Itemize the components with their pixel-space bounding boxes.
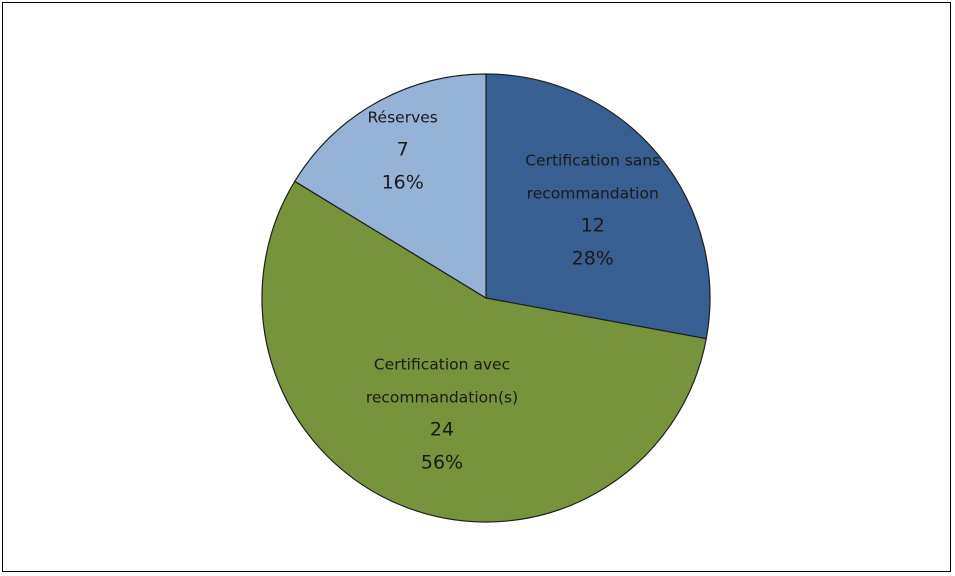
pie-labels: Certification sansrecommandation1228%Cer…: [366, 109, 660, 474]
pie-slices: [261, 73, 711, 523]
pie-slice-0: [485, 73, 711, 340]
slice-2-name-0: Réserves: [367, 109, 437, 127]
slice-1-percent: 56%: [421, 452, 463, 474]
pie-slice-1: [261, 180, 707, 523]
slice-2-percent: 16%: [382, 172, 424, 194]
slice-1-value: 24: [430, 419, 454, 441]
slice-0-percent: 28%: [572, 248, 614, 270]
slice-1-name-1: recommandation(s): [366, 389, 518, 407]
pie-slice-2: [293, 73, 487, 300]
slice-2-value: 7: [397, 139, 409, 161]
pie-chart: Certification sansrecommandation1228%Cer…: [261, 73, 711, 523]
slice-1-name-0: Certification avec: [374, 356, 510, 374]
slice-label-2: Réserves 7 16%: [367, 109, 437, 194]
slice-label-0: Certification sans recommandation 12 28%: [525, 152, 660, 270]
slice-0-name-1: recommandation: [527, 185, 659, 203]
slice-0-value: 12: [581, 215, 605, 237]
slice-0-name-0: Certification sans: [525, 152, 660, 170]
slice-label-1: Certification avec recommandation(s) 24 56%: [366, 356, 518, 474]
